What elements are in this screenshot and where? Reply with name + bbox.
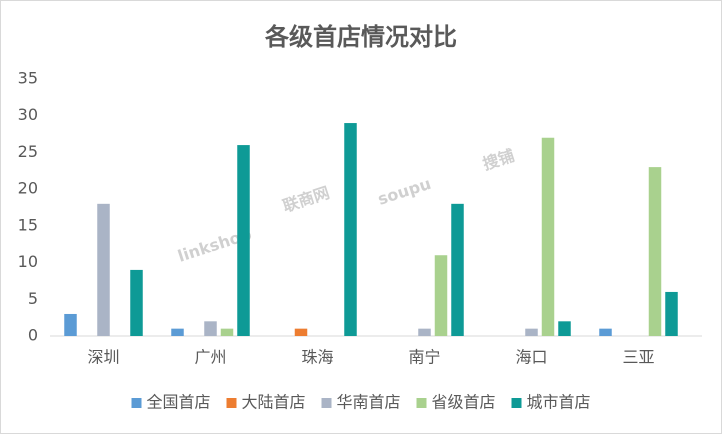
legend-swatch (511, 398, 522, 408)
y-tick-label: 20 (18, 179, 38, 198)
y-tick-label: 15 (18, 215, 38, 234)
bar (648, 167, 662, 336)
legend-label: 省级首店 (432, 393, 496, 412)
bar (171, 328, 184, 336)
legend-label: 城市首店 (527, 393, 591, 412)
x-tick-label: 海口 (515, 348, 547, 367)
y-tick-label: 10 (18, 252, 38, 271)
x-tick-label: 三亚 (622, 348, 654, 367)
y-tick-label: 30 (18, 105, 38, 124)
bar (558, 321, 571, 336)
bar (599, 328, 612, 336)
x-tick-label: 深圳 (87, 348, 119, 367)
x-tick-label: 广州 (194, 348, 226, 367)
bar (204, 321, 217, 336)
y-tick-label: 5 (28, 289, 38, 308)
legend-swatch (321, 398, 332, 408)
bar (294, 328, 308, 336)
y-tick-label: 25 (18, 142, 38, 161)
bar (344, 123, 357, 336)
bar (220, 328, 234, 336)
chart-title: 各级首店情况对比 (264, 23, 457, 51)
legend-label: 华南首店 (337, 393, 401, 412)
bar (64, 313, 77, 336)
bar (97, 203, 110, 336)
bar (541, 137, 555, 336)
legend-swatch (416, 398, 427, 408)
bar (434, 255, 448, 336)
y-tick-label: 0 (28, 326, 38, 345)
bar (451, 203, 464, 336)
bar (525, 328, 538, 336)
bar (237, 145, 250, 336)
legend-label: 全国首店 (147, 393, 211, 412)
legend-swatch (226, 398, 237, 408)
bar (418, 328, 431, 336)
x-tick-label: 南宁 (408, 348, 440, 367)
legend-swatch (131, 398, 142, 408)
bar (665, 291, 678, 336)
legend-label: 大陆首店 (242, 393, 306, 412)
y-tick-label: 35 (18, 69, 38, 88)
bar (130, 269, 143, 336)
x-tick-label: 珠海 (301, 348, 333, 367)
